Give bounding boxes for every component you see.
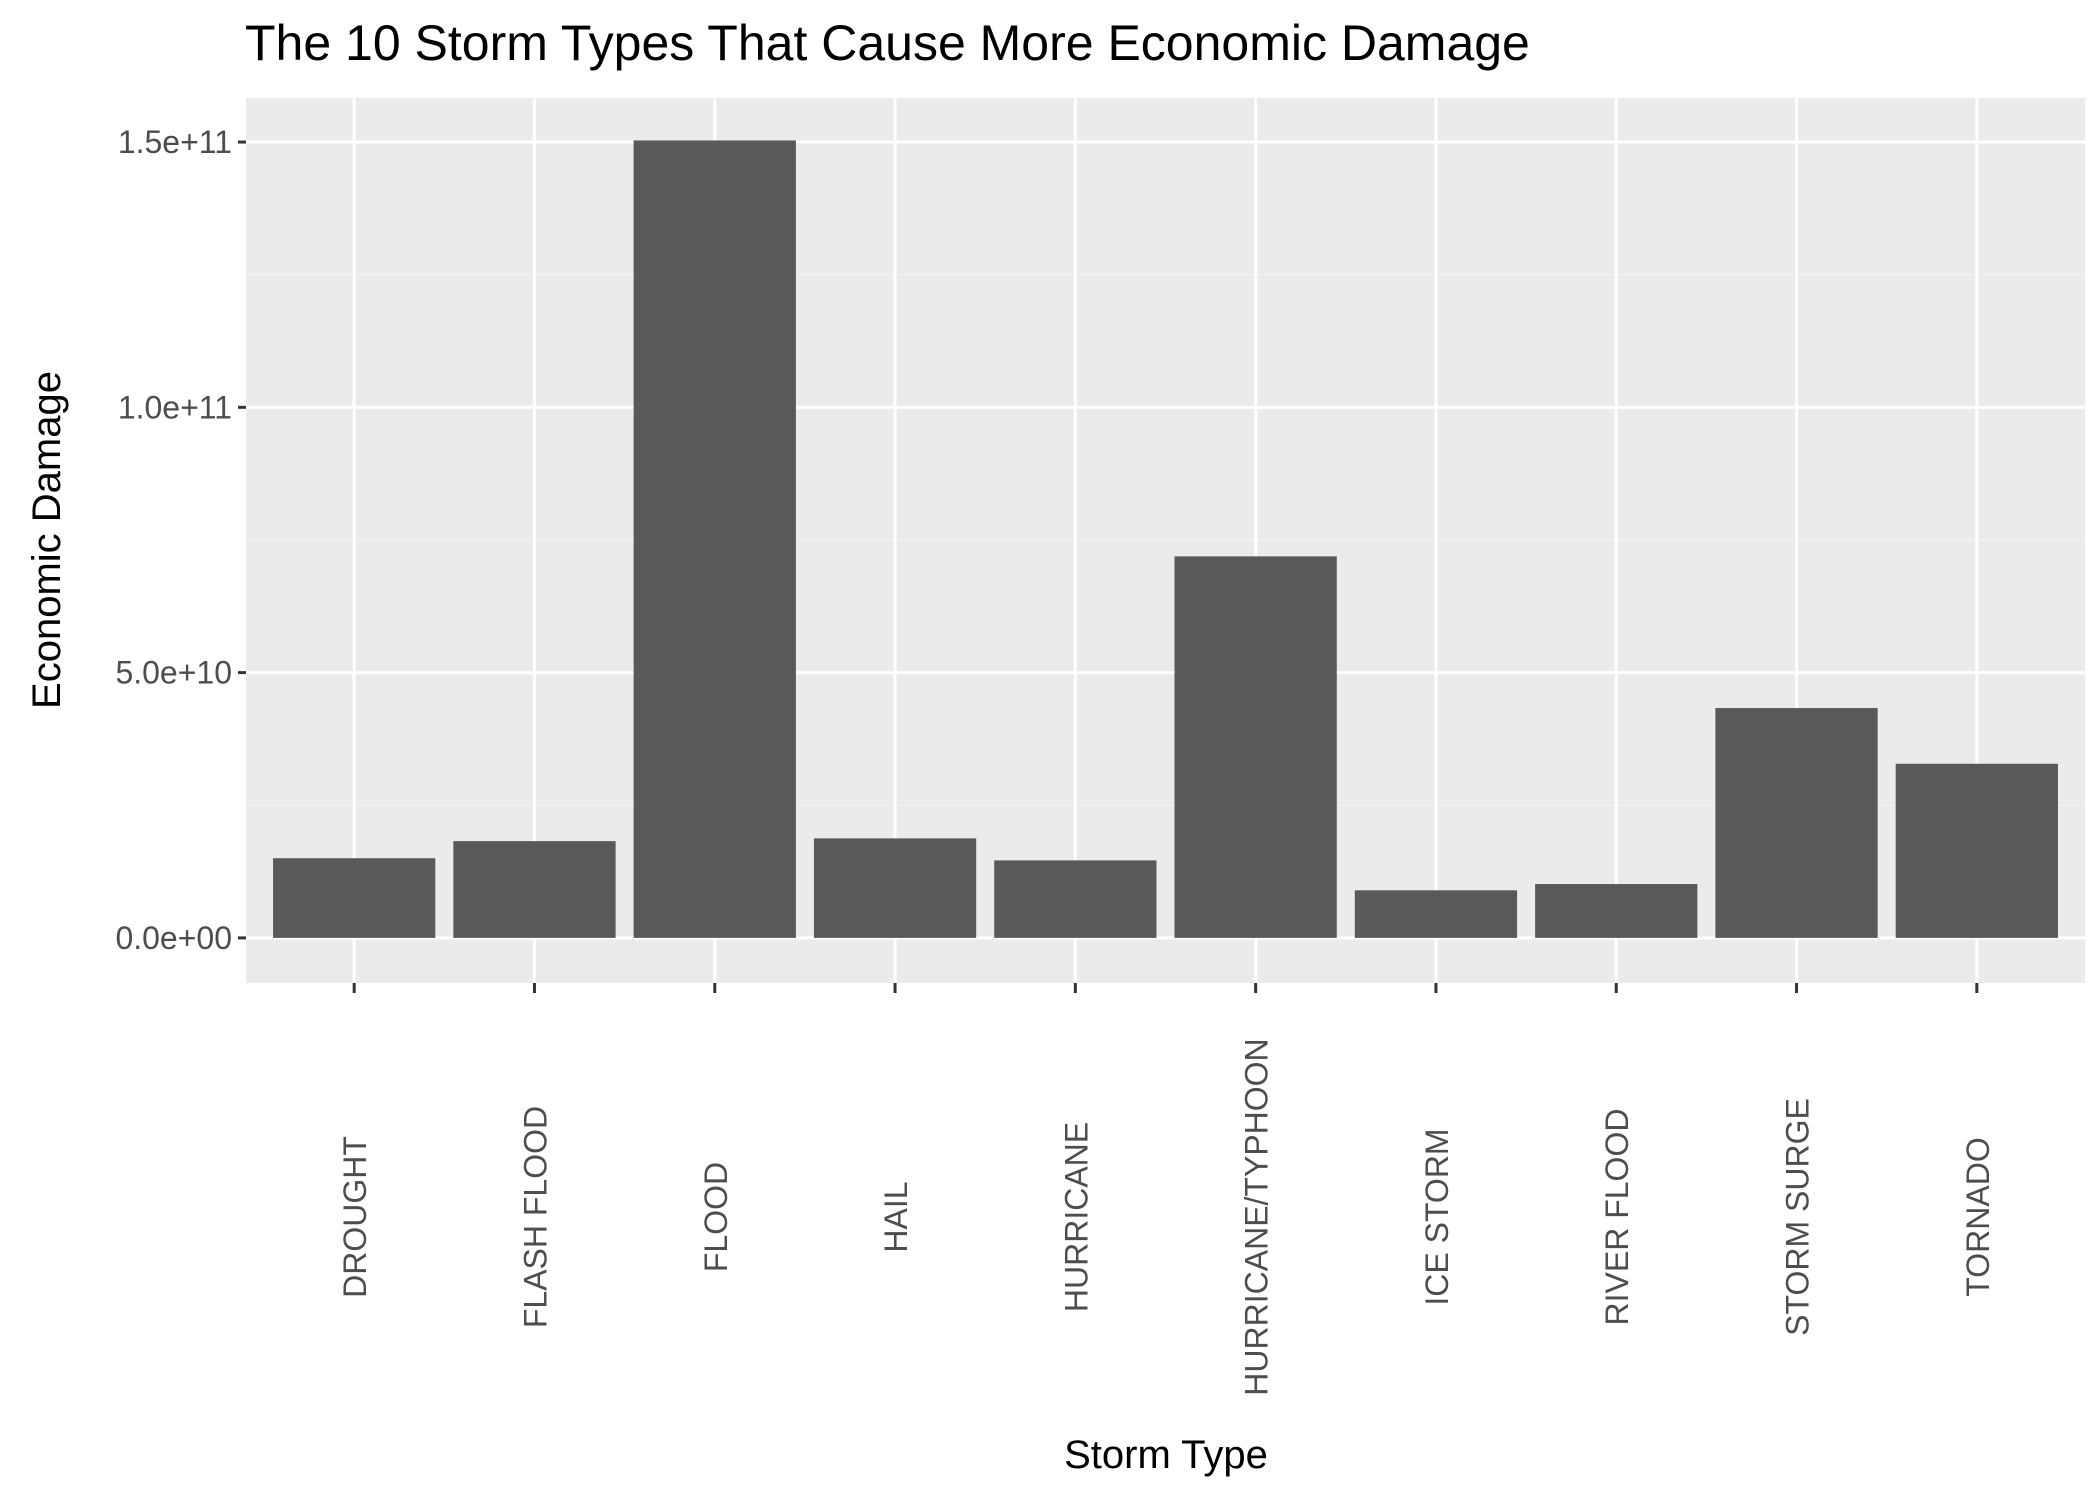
x-axis-title: Storm Type: [1064, 1433, 1268, 1477]
x-tick-label: HURRICANE/TYPHOON: [1239, 1038, 1275, 1395]
bar: [1895, 763, 2058, 938]
x-tick-label: RIVER FLOOD: [1599, 1109, 1635, 1326]
bar: [813, 838, 977, 938]
bar: [1535, 884, 1698, 938]
y-tick-label: 1.0e+11: [118, 389, 232, 425]
y-tick-label: 5.0e+10: [115, 655, 232, 691]
bar: [1354, 890, 1518, 938]
x-tick-label: HAIL: [878, 1181, 914, 1252]
x-tick-label: TORNADO: [1960, 1137, 1996, 1296]
chart-title: The 10 Storm Types That Cause More Econo…: [245, 15, 1530, 71]
bar: [1174, 556, 1337, 938]
x-tick-label: HURRICANE: [1058, 1122, 1094, 1312]
bar: [453, 841, 616, 938]
bar: [273, 858, 436, 938]
bar: [994, 860, 1157, 938]
bar: [1715, 708, 1878, 938]
bar: [633, 140, 796, 938]
x-tick-label: STORM SURGE: [1780, 1098, 1816, 1336]
x-tick-label: DROUGHT: [337, 1136, 373, 1298]
y-axis-title: Economic Damage: [25, 371, 69, 709]
x-tick-label: FLOOD: [698, 1162, 734, 1272]
y-tick-label: 0.0e+00: [115, 920, 232, 956]
y-tick-label: 1.5e+11: [118, 124, 232, 160]
x-tick-label: ICE STORM: [1419, 1128, 1455, 1305]
x-tick-label: FLASH FLOOD: [517, 1106, 553, 1328]
